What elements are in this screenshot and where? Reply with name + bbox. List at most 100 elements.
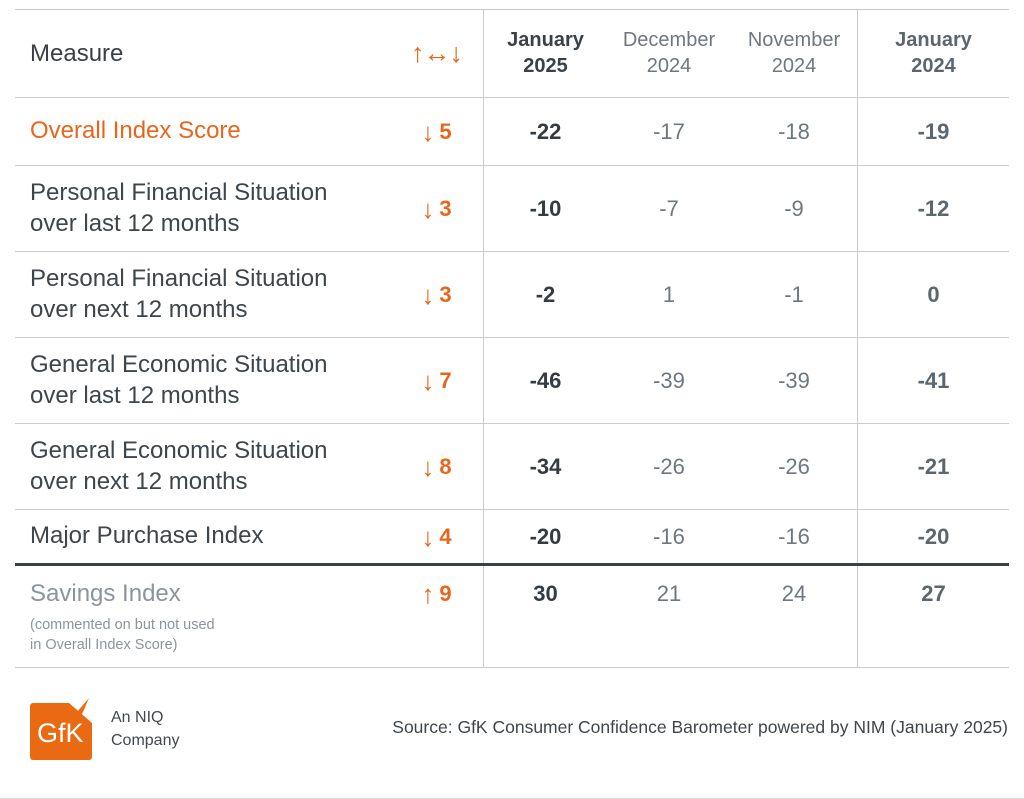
change-indicator: ↓ 8	[390, 424, 483, 509]
value-december-2024: -26	[653, 453, 685, 479]
measure-label-line-1: Savings Index	[30, 580, 181, 607]
measure-label-line-2: over next 12 months	[30, 467, 248, 495]
value-january-2024: -20	[857, 510, 1009, 563]
trend-arrow-icon: ↓	[421, 451, 435, 482]
column-header-january-2024: January 2024	[857, 10, 1009, 97]
trend-arrow-icon: ↓	[421, 279, 435, 310]
value-january-2025: -10	[483, 166, 607, 251]
change-indicator: ↓ 3	[390, 166, 483, 251]
change-amount: 9	[439, 581, 452, 606]
measure-label-line-2: over last 12 months	[30, 209, 240, 237]
year-label: 2024	[911, 54, 956, 77]
value-november-2024: -9	[784, 195, 804, 221]
change-amount: 3	[439, 195, 452, 221]
column-header-january-2025: January 2025	[483, 10, 607, 97]
value-january-2025: -2	[483, 252, 607, 337]
column-header-november-2024: November 2024	[731, 10, 857, 97]
gfk-logo-text: GfK	[37, 718, 84, 748]
row-measure-label: Personal Financial Situation over next 1…	[15, 252, 390, 337]
table-row-general-economic-last-12-months: General Economic Situation over last 12 …	[15, 338, 1009, 424]
trend-arrow-icon: ↑	[421, 579, 435, 609]
measure-label-line-1: Overall Index Score	[30, 117, 241, 145]
measure-note-line-1: (commented on but not used	[30, 617, 215, 634]
measure-header-label: Measure	[30, 39, 124, 67]
year-label: 2025	[523, 54, 568, 77]
trend-arrow-icon: ↓	[421, 116, 435, 147]
month-label: November	[747, 28, 841, 51]
value-november-2024: 24	[781, 581, 807, 606]
gfk-logo: GfK	[30, 698, 92, 760]
value-january-2024: 27	[857, 566, 1009, 667]
value-november-2024: -1	[784, 281, 804, 307]
change-indicator: ↓ 5	[390, 98, 483, 165]
value-november-2024: -18	[778, 118, 810, 144]
value-january-2024: -41	[857, 338, 1009, 423]
change-amount: 8	[439, 453, 452, 479]
value-december-2024: 21	[656, 581, 682, 606]
measure-label-line-1: Personal Financial Situation	[30, 179, 328, 207]
change-amount: 7	[439, 367, 452, 393]
value-november-2024: -16	[778, 523, 810, 549]
change-indicator: ↓ 7	[390, 338, 483, 423]
year-label: 2024	[646, 54, 692, 77]
up-leftright-down-arrows-icon: ↑↔↓	[411, 38, 463, 68]
table-row-general-economic-next-12-months: General Economic Situation over next 12 …	[15, 424, 1009, 510]
measure-note-line-2: in Overall Index Score)	[30, 636, 178, 653]
change-amount: 5	[439, 118, 452, 144]
trend-arrow-icon: ↓	[421, 365, 435, 396]
value-november-2024: -39	[778, 367, 810, 393]
row-measure-label: Personal Financial Situation over last 1…	[15, 166, 390, 251]
measure-label-line-1: General Economic Situation	[30, 437, 328, 465]
table-row-overall-index-score: Overall Index Score ↓ 5 -22 -17 -18 -19	[15, 98, 1009, 166]
measure-label-line-1: Major Purchase Index	[30, 522, 264, 550]
value-december-2024: -7	[659, 195, 679, 221]
month-label: January	[895, 28, 972, 51]
value-december-2024: 1	[662, 281, 676, 307]
value-january-2024: -21	[857, 424, 1009, 509]
value-january-2025: -22	[483, 98, 607, 165]
page-footer: GfK An NIQ Company Source: GfK Consumer …	[30, 698, 1008, 761]
row-measure-label: General Economic Situation over next 12 …	[15, 424, 390, 509]
value-january-2025: -34	[483, 424, 607, 509]
row-measure-label: Savings Index (commented on but not used…	[15, 566, 390, 667]
change-indicator: ↑ 9	[390, 566, 483, 667]
table-header-row: Measure ↑↔↓ January 2025 December 2024 N…	[15, 10, 1009, 98]
change-amount: 4	[439, 523, 452, 549]
year-label: 2024	[771, 54, 817, 77]
column-header-december-2024: December 2024	[607, 10, 731, 97]
table-row-savings-index: Savings Index (commented on but not used…	[15, 566, 1009, 668]
measure-label-line-2: over next 12 months	[30, 295, 248, 323]
change-indicator: ↓ 4	[390, 510, 483, 563]
change-amount: 3	[439, 281, 452, 307]
value-december-2024: -39	[653, 367, 685, 393]
table-body: Overall Index Score ↓ 5 -22 -17 -18 -19 …	[15, 98, 1009, 668]
value-january-2025: 30	[483, 566, 607, 667]
row-measure-label: Major Purchase Index	[15, 510, 390, 563]
niq-tagline: An NIQ Company	[111, 707, 179, 752]
measure-label-line-2: over last 12 months	[30, 381, 240, 409]
change-indicator: ↓ 3	[390, 252, 483, 337]
measure-label-line-1: Personal Financial Situation	[30, 265, 328, 293]
value-january-2025: -46	[483, 338, 607, 423]
value-january-2024: -12	[857, 166, 1009, 251]
source-note: Source: GfK Consumer Confidence Baromete…	[392, 717, 1008, 737]
month-label: December	[622, 28, 716, 51]
gfk-brand: GfK An NIQ Company	[30, 698, 179, 761]
tagline-line-2: Company	[111, 731, 180, 749]
table-row-personal-financial-last-12-months: Personal Financial Situation over last 1…	[15, 166, 1009, 252]
trend-arrow-icon: ↓	[421, 193, 435, 224]
row-measure-label: Overall Index Score	[15, 98, 390, 165]
trend-arrow-icon: ↓	[421, 521, 435, 552]
tagline-line-1: An NIQ	[111, 709, 164, 727]
table-row-personal-financial-next-12-months: Personal Financial Situation over next 1…	[15, 252, 1009, 338]
value-december-2024: -16	[653, 523, 685, 549]
value-january-2025: -20	[483, 510, 607, 563]
value-november-2024: -26	[778, 453, 810, 479]
value-january-2024: -19	[857, 98, 1009, 165]
measure-column-header: Measure	[15, 10, 390, 97]
change-direction-column-header: ↑↔↓	[390, 10, 483, 97]
row-measure-label: General Economic Situation over last 12 …	[15, 338, 390, 423]
month-label: January	[507, 28, 584, 51]
value-january-2024: 0	[857, 252, 1009, 337]
